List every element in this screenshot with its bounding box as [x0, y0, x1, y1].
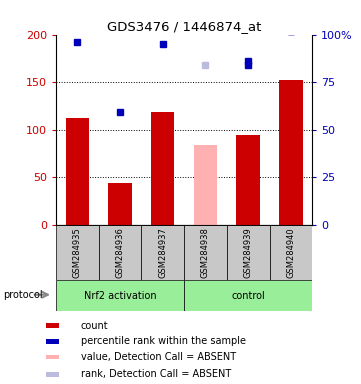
Bar	[270, 225, 312, 280]
Text: value, Detection Call = ABSENT: value, Detection Call = ABSENT	[81, 352, 236, 362]
Text: GSM284939: GSM284939	[244, 227, 253, 278]
Bar	[184, 280, 312, 311]
Bar	[56, 280, 184, 311]
Bar	[108, 183, 132, 225]
Bar	[194, 145, 217, 225]
Text: protocol: protocol	[4, 290, 43, 300]
Text: rank, Detection Call = ABSENT: rank, Detection Call = ABSENT	[81, 369, 231, 379]
Bar	[142, 225, 184, 280]
Bar	[47, 339, 60, 344]
Bar	[279, 80, 303, 225]
Text: GSM284936: GSM284936	[116, 227, 125, 278]
Title: GDS3476 / 1446874_at: GDS3476 / 1446874_at	[107, 20, 261, 33]
Text: percentile rank within the sample: percentile rank within the sample	[81, 336, 245, 346]
Bar	[47, 323, 60, 328]
Bar	[227, 225, 270, 280]
Text: GSM284940: GSM284940	[286, 227, 295, 278]
Text: GSM284938: GSM284938	[201, 227, 210, 278]
Bar	[236, 135, 260, 225]
Text: GSM284937: GSM284937	[158, 227, 167, 278]
Text: GSM284935: GSM284935	[73, 227, 82, 278]
Bar	[184, 225, 227, 280]
Text: count: count	[81, 321, 108, 331]
Bar	[47, 354, 60, 359]
Bar	[47, 372, 60, 377]
Bar	[66, 118, 89, 225]
Bar	[56, 225, 99, 280]
Text: Nrf2 activation: Nrf2 activation	[84, 291, 156, 301]
Text: control: control	[231, 291, 265, 301]
Bar	[99, 225, 142, 280]
Bar	[151, 113, 174, 225]
